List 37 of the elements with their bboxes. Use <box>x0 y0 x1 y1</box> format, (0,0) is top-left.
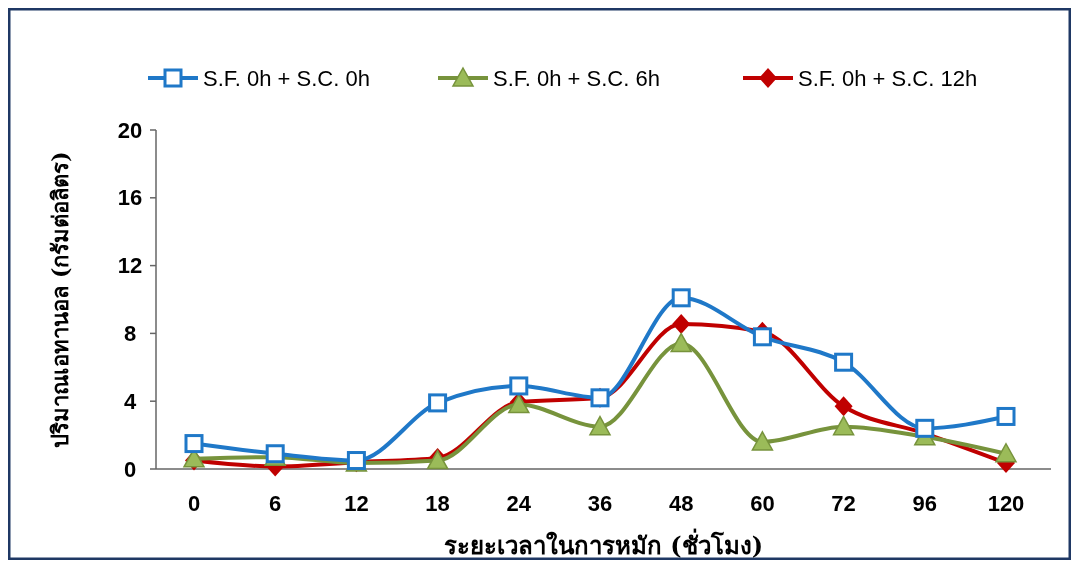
x-tick-label: 18 <box>425 491 450 516</box>
y-tick-label: 8 <box>123 320 137 346</box>
x-tick-label: 6 <box>269 491 282 516</box>
point <box>428 393 448 413</box>
x-tick-label: 0 <box>187 491 201 516</box>
y-tick-label: 20 <box>117 117 143 143</box>
point <box>672 314 691 335</box>
point <box>996 406 1016 426</box>
point <box>670 332 692 353</box>
legend-label: S.F. 0h + S.C. 12h <box>798 65 978 91</box>
legend-label: S.F. 0h + S.C. 0h <box>203 65 370 91</box>
x-tick-label: 12 <box>344 491 369 516</box>
point <box>589 415 611 436</box>
point <box>752 327 772 347</box>
y-tick-label: 0 <box>123 456 137 482</box>
point <box>509 376 529 396</box>
point <box>915 418 935 438</box>
y-tick-label: 4 <box>123 388 137 414</box>
y-axis-title: ปริมาณเอทานอล (กรัมต่อลิตร) <box>47 151 73 448</box>
point <box>834 352 854 372</box>
y-tick-label: 12 <box>117 253 143 279</box>
x-axis-title: ระยะเวลาในการหมัก (ชั่วโมง) <box>443 528 764 560</box>
point <box>834 396 853 417</box>
x-tick-label: 24 <box>506 491 532 516</box>
x-tick-label: 60 <box>750 491 775 516</box>
point <box>995 443 1017 463</box>
point <box>751 431 774 451</box>
x-tick-label: 48 <box>668 491 694 516</box>
x-tick-label: 36 <box>587 491 613 516</box>
point <box>832 415 855 436</box>
x-tick-label: 96 <box>912 491 938 516</box>
legend-label: S.F. 0h + S.C. 6h <box>493 65 660 91</box>
x-tick-label: 120 <box>987 491 1025 516</box>
point <box>671 288 691 308</box>
point <box>184 434 204 454</box>
x-tick-label: 72 <box>831 491 856 516</box>
y-tick-label: 16 <box>117 185 143 211</box>
